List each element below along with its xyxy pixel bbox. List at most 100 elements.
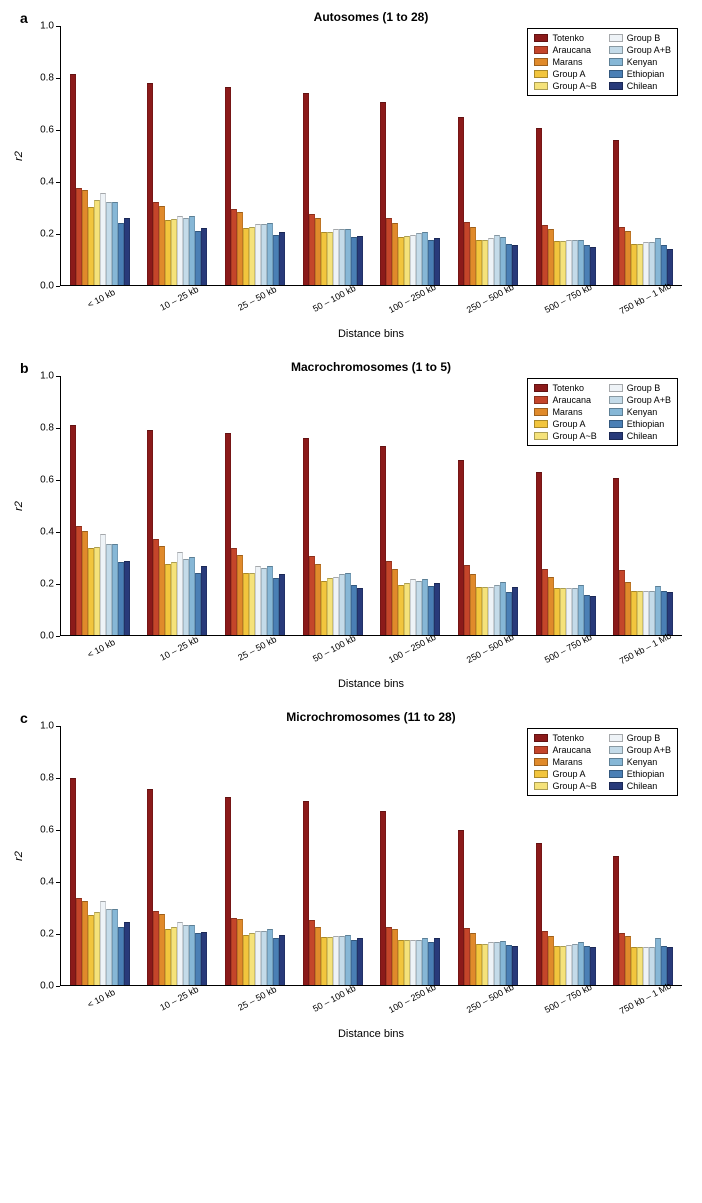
- legend-swatch: [609, 70, 623, 78]
- legend-label: Chilean: [627, 781, 658, 791]
- bar: [279, 574, 285, 635]
- legend-label: Group A: [552, 69, 585, 79]
- legend-item: Araucana: [534, 45, 596, 55]
- y-axis: r20.00.20.40.60.81.0: [20, 376, 60, 636]
- legend-label: Kenyan: [627, 757, 658, 767]
- legend-item: Group A+B: [609, 395, 671, 405]
- legend-item: Marans: [534, 407, 596, 417]
- legend-swatch: [609, 770, 623, 778]
- legend-swatch: [534, 46, 548, 54]
- y-axis: r20.00.20.40.60.81.0: [20, 726, 60, 986]
- legend: Totenko Araucana Marans Group A Group A~B Gro…: [527, 28, 678, 96]
- y-tick-label: 0.8: [40, 773, 54, 784]
- x-ticks: < 10 kb10 – 25 kb25 – 50 kb50 – 100 kb10…: [60, 986, 682, 1004]
- legend-label: Ethiopian: [627, 769, 665, 779]
- legend-swatch: [534, 420, 548, 428]
- chart-wrap: r20.00.20.40.60.81.0TotenkoAraucanaMaran…: [20, 26, 682, 286]
- plot-area: Totenko Araucana Marans Group A Group A~B Gro…: [60, 376, 682, 636]
- legend-item: Group B: [609, 383, 671, 393]
- legend-swatch: [534, 782, 548, 790]
- bin-group: [139, 376, 217, 635]
- legend: TotenkoAraucanaMaransGroup AGroup A~BGro…: [527, 728, 678, 796]
- bar: [124, 561, 130, 635]
- legend-label: Group A+B: [627, 745, 671, 755]
- legend-item: Group A: [534, 69, 596, 79]
- legend-label: Group A: [552, 769, 585, 779]
- y-axis-label: r2: [13, 151, 25, 161]
- legend-label: Marans: [552, 757, 582, 767]
- legend-label: Totenko: [552, 383, 584, 393]
- panel-id-label: b: [20, 360, 29, 376]
- y-tick-label: 1.0: [40, 21, 54, 32]
- legend-label: Group B: [627, 733, 661, 743]
- legend-item: Kenyan: [609, 757, 671, 767]
- legend-swatch: [609, 746, 623, 754]
- x-ticks: < 10 kb10 – 25 kb25 – 50 kb50 – 100 kb10…: [60, 286, 682, 304]
- x-axis-label: Distance bins: [60, 678, 682, 690]
- y-tick-label: 0.6: [40, 475, 54, 486]
- bin-group: [449, 376, 527, 635]
- legend-label: Group A~B: [552, 431, 596, 441]
- legend-swatch: [534, 396, 548, 404]
- bar: [201, 228, 207, 285]
- bin-group: [61, 726, 139, 985]
- bin-group: [294, 726, 372, 985]
- legend-swatch: [609, 82, 623, 90]
- y-tick-label: 0.6: [40, 125, 54, 136]
- bin-group: [216, 726, 294, 985]
- panel-title: Macrochromosomes (1 to 5): [20, 360, 682, 374]
- y-axis-label: r2: [13, 501, 25, 511]
- chart-panel: aAutosomes (1 to 28)r20.00.20.40.60.81.0…: [20, 10, 682, 340]
- legend-label: Group A+B: [627, 45, 671, 55]
- y-tick-label: 0.0: [40, 981, 54, 992]
- plot-area: Totenko Araucana Marans Group A Group A~B Gro…: [60, 26, 682, 286]
- legend-swatch: [609, 782, 623, 790]
- y-tick-label: 0.8: [40, 73, 54, 84]
- plot-area: TotenkoAraucanaMaransGroup AGroup A~BGro…: [60, 726, 682, 986]
- legend-swatch: [534, 734, 548, 742]
- legend-label: Group A~B: [552, 781, 596, 791]
- y-tick-label: 0.4: [40, 177, 54, 188]
- legend-swatch: [609, 758, 623, 766]
- legend: Totenko Araucana Marans Group A Group A~B Gro…: [527, 378, 678, 446]
- legend-item: Totenko: [534, 33, 596, 43]
- y-tick-label: 0.2: [40, 929, 54, 940]
- legend-swatch: [609, 34, 623, 42]
- legend-swatch: [534, 58, 548, 66]
- legend-swatch: [534, 432, 548, 440]
- chart-wrap: r20.00.20.40.60.81.0TotenkoAraucanaMaran…: [20, 376, 682, 636]
- legend-swatch: [534, 82, 548, 90]
- bar: [201, 566, 207, 635]
- bin-group: [139, 26, 217, 285]
- y-tick-label: 0.4: [40, 877, 54, 888]
- legend-item: Araucana: [534, 395, 596, 405]
- bar: [124, 218, 130, 285]
- y-tick-label: 0.4: [40, 527, 54, 538]
- legend-item: Group A: [534, 769, 596, 779]
- legend-item: Group A~B: [534, 81, 596, 91]
- legend-label: Group A+B: [627, 395, 671, 405]
- legend-swatch: [609, 396, 623, 404]
- legend-swatch: [609, 408, 623, 416]
- legend-item: Chilean: [609, 431, 671, 441]
- legend-label: Kenyan: [627, 57, 658, 67]
- legend-swatch: [609, 46, 623, 54]
- y-tick-label: 0.6: [40, 825, 54, 836]
- legend-item: Ethiopian: [609, 769, 671, 779]
- bin-group: [449, 26, 527, 285]
- legend-item: Group A~B: [534, 781, 596, 791]
- y-tick-label: 0.2: [40, 229, 54, 240]
- x-axis-label: Distance bins: [60, 1028, 682, 1040]
- legend-label: Group A: [552, 419, 585, 429]
- legend-swatch: [534, 770, 548, 778]
- legend-label: Marans: [552, 407, 582, 417]
- legend-item: Ethiopian: [609, 69, 671, 79]
- bin-group: [294, 26, 372, 285]
- legend-label: Araucana: [552, 745, 591, 755]
- legend-label: Totenko: [552, 33, 584, 43]
- legend-label: Marans: [552, 57, 582, 67]
- y-tick-mark: [56, 986, 60, 987]
- legend-item: Marans: [534, 57, 596, 67]
- legend-item: Kenyan: [609, 57, 671, 67]
- chart-panel: bMacrochromosomes (1 to 5)r20.00.20.40.6…: [20, 360, 682, 690]
